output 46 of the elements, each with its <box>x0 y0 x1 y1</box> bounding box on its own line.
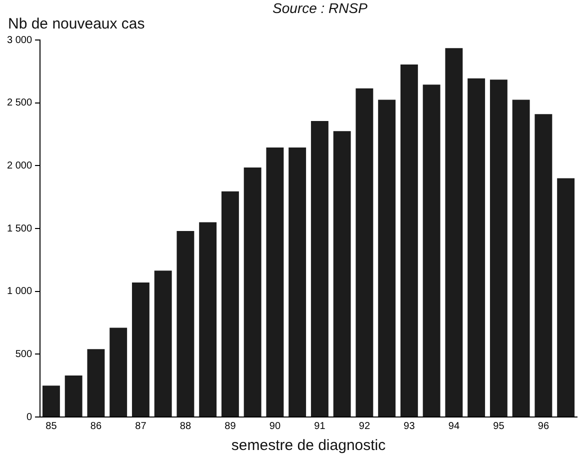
bar <box>310 121 328 416</box>
x-tick-label: 91 <box>314 420 326 432</box>
bar <box>445 48 463 416</box>
bar <box>42 386 60 416</box>
x-tick-label: 95 <box>493 420 505 432</box>
y-tick-label: 0 <box>26 412 32 423</box>
bar <box>356 88 374 416</box>
y-axis-title: Nb de nouveaux cas <box>8 16 145 33</box>
x-tick-label: 85 <box>46 420 58 432</box>
bar <box>534 114 552 416</box>
source-note: Source : RNSP <box>272 0 368 16</box>
y-tick-label: 3 000 <box>6 34 32 46</box>
x-tick-label: 88 <box>180 420 192 432</box>
bar <box>64 376 82 416</box>
x-tick-label: 92 <box>358 420 370 432</box>
x-tick-label: 86 <box>90 420 102 432</box>
bar <box>132 282 150 416</box>
x-tick-label: 94 <box>448 420 460 432</box>
x-tick-label: 90 <box>269 420 281 432</box>
bar <box>490 80 508 416</box>
y-tick-label: 1 000 <box>6 286 32 298</box>
bar <box>87 349 105 416</box>
bar <box>400 64 418 416</box>
bar <box>244 168 262 416</box>
bar <box>288 147 306 416</box>
bar <box>422 84 440 416</box>
bar <box>512 100 530 416</box>
bar <box>176 231 194 416</box>
bar <box>557 178 575 416</box>
bar <box>199 222 217 416</box>
x-tick-label: 96 <box>538 420 550 432</box>
y-tick-label: 2 500 <box>6 98 32 109</box>
bar <box>154 270 172 416</box>
bar <box>468 78 486 416</box>
x-tick-label: 93 <box>404 420 416 432</box>
bar <box>221 191 239 416</box>
bar <box>110 328 128 416</box>
x-tick-label: 87 <box>135 420 147 432</box>
y-tick-label: 1 500 <box>6 223 32 234</box>
bar <box>378 100 396 416</box>
y-tick-label: 2 000 <box>6 160 32 172</box>
bar <box>333 131 351 416</box>
x-tick-label: 89 <box>224 420 236 432</box>
x-axis-title: semestre de diagnostic <box>231 437 386 454</box>
y-tick-label: 500 <box>15 348 32 360</box>
bar <box>266 147 284 416</box>
